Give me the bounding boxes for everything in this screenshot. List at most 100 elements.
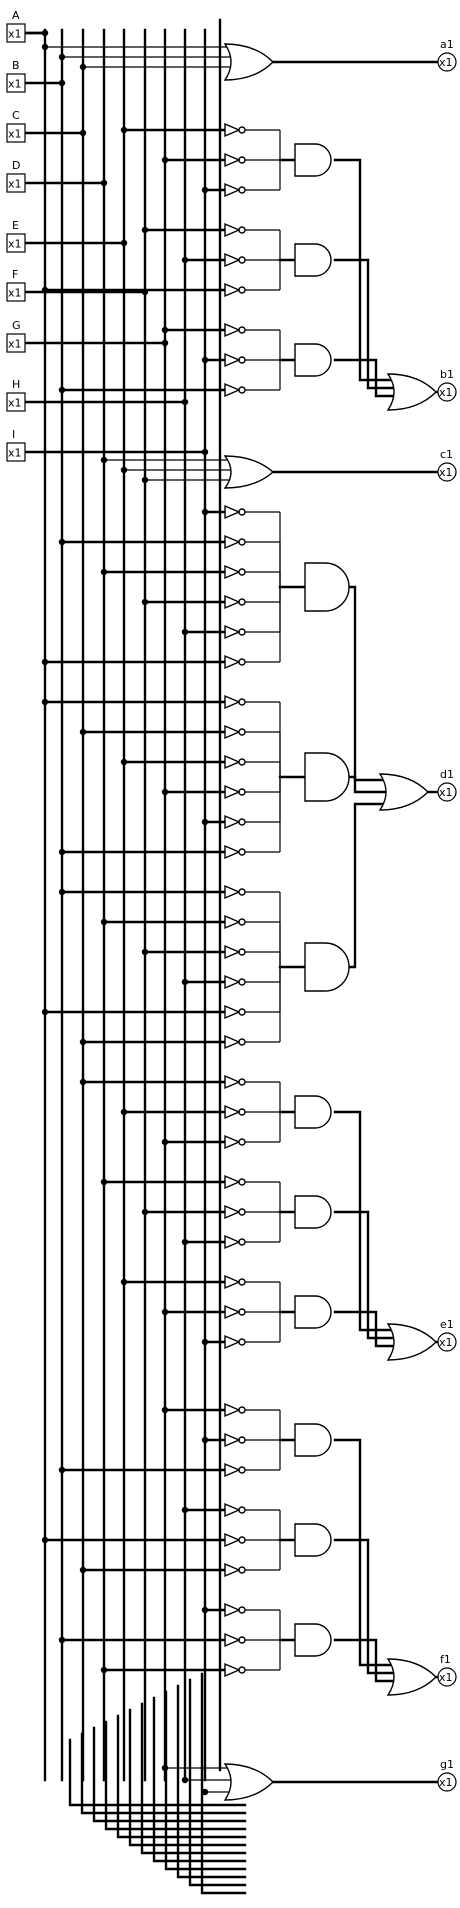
not-gate [224, 252, 241, 268]
not-gate [224, 1562, 241, 1578]
not-gate [224, 1004, 241, 1020]
junction-dot [41, 43, 49, 51]
bottom-fan-wire [68, 1738, 247, 1807]
inverter-bubble [238, 1466, 246, 1474]
inverter-bubble [238, 1606, 246, 1614]
junction-dot [58, 1636, 66, 1644]
not-gate [224, 754, 241, 770]
junction-dot [141, 1208, 149, 1216]
and-gate [294, 1623, 332, 1657]
junction-dot [120, 1278, 128, 1286]
junction-dot [141, 598, 149, 606]
not-gate [224, 1234, 241, 1250]
or-gate [378, 773, 429, 811]
junction-dot [100, 568, 108, 576]
output-name-label: b1 [440, 368, 454, 381]
not-gate [224, 352, 241, 368]
junction-dot [161, 1406, 169, 1414]
output-pin-label: x1 [439, 386, 453, 399]
junction-dot [120, 239, 128, 247]
inverter-bubble [238, 818, 246, 826]
or-gate [386, 373, 437, 411]
bottom-fan-wire [92, 1726, 247, 1823]
junction-dot [58, 386, 66, 394]
inverter-bubble [238, 386, 246, 394]
wire [333, 1310, 397, 1348]
inverter-bubble [238, 698, 246, 706]
input-pin [6, 282, 26, 302]
inverter-bubble [238, 1208, 246, 1216]
junction-dot [161, 156, 169, 164]
not-gate [224, 1532, 241, 1548]
not-gate [224, 1632, 241, 1648]
junction-dot [100, 918, 108, 926]
bottom-fan-wire [176, 1684, 247, 1879]
not-gate [224, 974, 241, 990]
wire [333, 1638, 397, 1683]
junction-dot [120, 758, 128, 766]
not-gate [224, 594, 241, 610]
inverter-bubble [238, 918, 246, 926]
inverter-bubble [238, 186, 246, 194]
junction-dot [120, 126, 128, 134]
bottom-fan-wire [188, 1678, 247, 1887]
inverter-bubble [238, 978, 246, 986]
output-pin-label: x1 [439, 1671, 453, 1684]
or-gate [223, 43, 274, 81]
not-gate [224, 844, 241, 860]
input-pin-label: x1 [8, 178, 22, 191]
input-pin [6, 233, 26, 253]
junction-dot [100, 456, 108, 464]
junction-dot [201, 186, 209, 194]
wire [343, 775, 389, 794]
inverter-bubble [238, 628, 246, 636]
junction-dot [141, 226, 149, 234]
input-pin [6, 392, 26, 412]
wire [333, 258, 397, 390]
not-gate [224, 382, 241, 398]
output-pin [437, 382, 457, 402]
junction-dot [79, 1038, 87, 1046]
and-gate [304, 752, 350, 802]
junction-dot [201, 1606, 209, 1614]
junction-dot [201, 818, 209, 826]
input-name-label: I [12, 428, 15, 441]
output-pin [437, 1332, 457, 1352]
not-gate [224, 654, 241, 670]
junction-dot [161, 788, 169, 796]
junction-dot [161, 339, 169, 347]
junction-dot [41, 286, 49, 294]
input-name-label: F [12, 268, 18, 281]
output-pin [437, 462, 457, 482]
not-gate [224, 1204, 241, 1220]
inverter-bubble [238, 156, 246, 164]
wire [333, 1538, 397, 1675]
inverter-bubble [238, 1078, 246, 1086]
output-pin [437, 52, 457, 72]
or-gate [386, 1658, 437, 1696]
inverter-bubble [238, 356, 246, 364]
not-gate [224, 1432, 241, 1448]
not-gate [224, 222, 241, 238]
inverter-bubble [238, 848, 246, 856]
output-pin [437, 1772, 457, 1792]
not-gate [224, 1104, 241, 1120]
not-gate [224, 1462, 241, 1478]
junction-dot [79, 1078, 87, 1086]
junction-dot [79, 63, 87, 71]
junction-dot [41, 1008, 49, 1016]
gates [223, 43, 437, 1801]
junction-dot [58, 1466, 66, 1474]
junction-dot [100, 179, 108, 187]
junction-dot [41, 698, 49, 706]
bottom-fan-wire [200, 1672, 247, 1895]
junction-dot [41, 1536, 49, 1544]
junction-dot [161, 1138, 169, 1146]
wire [333, 358, 397, 398]
output-name-label: f1 [440, 1653, 451, 1666]
input-pin [6, 173, 26, 193]
input-pin-label: x1 [8, 447, 22, 460]
inverter-bubble [238, 1536, 246, 1544]
inverter-bubble [238, 598, 246, 606]
